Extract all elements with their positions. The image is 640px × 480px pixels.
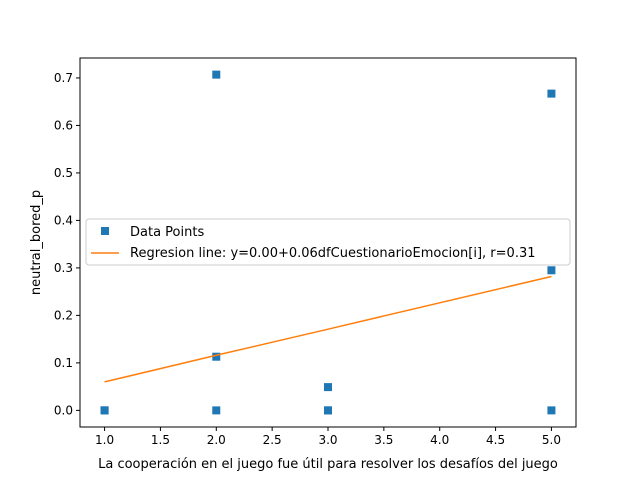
data-point	[547, 266, 556, 275]
x-axis-label: La cooperación en el juego fue útil para…	[98, 457, 558, 472]
data-point	[324, 383, 332, 392]
y-axis-label: neutral_bored_p	[29, 190, 44, 295]
y-tick-label: 0.5	[54, 166, 73, 180]
x-tick-label: 2.0	[207, 433, 226, 447]
y-tick-label: 0.1	[54, 356, 73, 370]
data-point	[212, 70, 221, 79]
x-tick-label: 3.0	[318, 433, 337, 447]
data-point	[547, 406, 556, 415]
regression-line	[104, 275, 552, 383]
x-tick-label: 5.0	[542, 433, 561, 447]
data-point	[212, 406, 221, 415]
legend-box	[85, 218, 571, 266]
x-tick-label: 2.5	[263, 433, 282, 447]
data-point	[212, 352, 221, 361]
legend-label-data-points: Data Points	[130, 225, 204, 240]
x-tick-label: 1.5	[151, 433, 170, 447]
y-tick-label: 0.3	[54, 261, 73, 275]
data-point	[100, 406, 109, 415]
y-tick-label: 0.2	[54, 308, 73, 322]
y-tick-label: 0.0	[54, 403, 73, 417]
x-tick-label: 4.5	[486, 433, 505, 447]
y-tick-label: 0.6	[54, 118, 73, 132]
x-tick-label: 4.0	[430, 433, 449, 447]
data-point	[547, 89, 556, 98]
y-tick-label: 0.4	[54, 213, 73, 227]
legend-label-regression-line: Regresion line: y=0.00+0.06dfCuestionari…	[130, 246, 536, 261]
data-point	[324, 406, 332, 415]
legend: Data Points Regresion line: y=0.00+0.06d…	[85, 218, 571, 266]
x-tick-label: 3.5	[374, 433, 393, 447]
x-tick-label: 1.0	[95, 433, 114, 447]
legend-marker-data-points	[101, 227, 109, 235]
y-tick-label: 0.7	[54, 71, 73, 85]
